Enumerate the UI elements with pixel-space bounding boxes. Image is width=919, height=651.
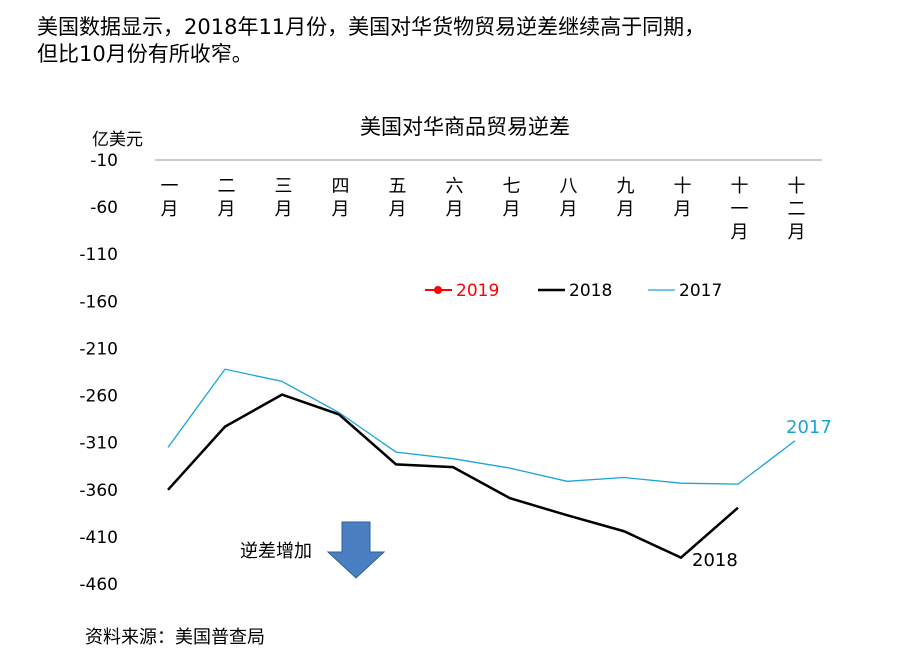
- x-tick-label: 二月: [215, 176, 236, 222]
- legend-label: 2018: [569, 281, 612, 301]
- series-line: [167, 368, 796, 485]
- y-tick-label: -60: [90, 198, 118, 218]
- intro-line: 但比10月份有所收窄。: [37, 42, 253, 66]
- x-tick-label: 十二月: [785, 176, 806, 245]
- x-tick-label: 一月: [158, 176, 179, 222]
- y-tick-label: -110: [79, 245, 118, 265]
- annotation: 2018: [692, 550, 738, 571]
- chart-title: 美国对华商品贸易逆差: [360, 115, 570, 139]
- y-tick-label: -10: [90, 151, 118, 171]
- x-tick-label: 七月: [500, 176, 521, 222]
- annotation: 逆差增加: [240, 541, 312, 562]
- x-tick-label: 五月: [386, 176, 407, 222]
- x-tick-label: 八月: [557, 176, 578, 222]
- x-tick-label: 四月: [329, 176, 350, 222]
- x-tick-label: 六月: [443, 176, 464, 222]
- legend-label: 2019: [456, 281, 499, 301]
- y-tick-label: -160: [79, 292, 118, 312]
- y-tick-label: -260: [79, 387, 118, 407]
- legend-label: 2017: [679, 281, 722, 301]
- x-tick-label: 九月: [614, 176, 635, 222]
- series-line: [167, 393, 739, 560]
- y-tick-label: -460: [79, 575, 118, 595]
- y-tick-label: -360: [79, 481, 118, 501]
- y-tick-label: -310: [79, 434, 118, 454]
- source: 资料来源：美国普查局: [85, 627, 265, 648]
- y-tick-label: -410: [79, 528, 118, 548]
- arrow-icon: [326, 521, 386, 579]
- x-tick-label: 三月: [272, 176, 293, 222]
- y-axis-label: 亿美元: [92, 130, 143, 150]
- y-tick-label: -210: [79, 339, 118, 359]
- intro-line: 美国数据显示，2018年11月份，美国对华货物贸易逆差继续高于同期，: [37, 15, 705, 39]
- legend-marker: [434, 286, 442, 294]
- annotation: 2017: [786, 417, 832, 438]
- x-tick-label: 十月: [671, 176, 692, 222]
- x-tick-label: 十一月: [728, 176, 749, 245]
